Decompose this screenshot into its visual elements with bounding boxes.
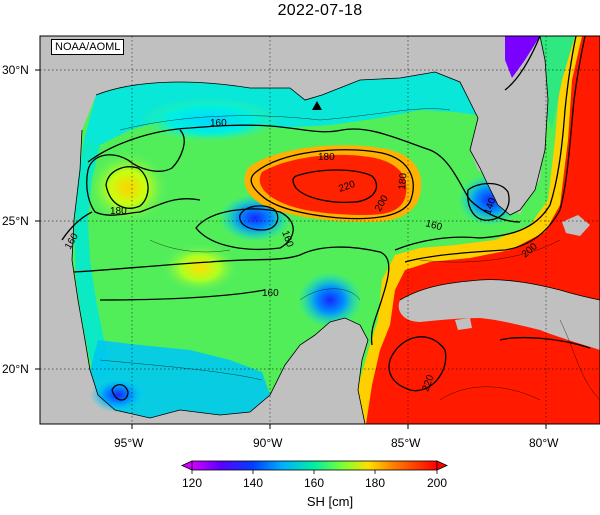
colorbar-tick: 140 <box>243 476 263 490</box>
colorbar-high-arrow <box>436 460 448 471</box>
lat-label: 25°N <box>2 214 29 228</box>
cuba-land <box>398 279 600 350</box>
bahamas-land <box>562 215 590 236</box>
lon-label: 80°W <box>529 436 559 450</box>
map-frame <box>39 35 600 425</box>
colorbar-gradient <box>191 460 438 471</box>
northern-shelf-band <box>84 72 478 145</box>
gulf-islands <box>520 158 533 173</box>
atlantic-purple <box>505 36 540 78</box>
southern-cold-eddy <box>298 272 362 328</box>
lat-label: 30°N <box>2 63 29 77</box>
lon-label: 85°W <box>391 436 421 450</box>
lon-label: 90°W <box>253 436 283 450</box>
colorbar-tick: 160 <box>304 476 324 490</box>
yucatan-land <box>250 318 368 424</box>
station-marker-icon <box>312 101 322 110</box>
tick-marks <box>35 69 547 429</box>
colorbar: 120 140 160 180 200 <box>181 460 448 490</box>
contour-label: 180 <box>110 206 127 217</box>
graticule <box>40 36 600 424</box>
warm-eddy <box>259 154 407 215</box>
isle-of-youth <box>455 318 472 330</box>
minor-contours <box>99 108 600 401</box>
colorbar-tick: 180 <box>365 476 385 490</box>
contour-label: 160 <box>210 118 227 129</box>
contour-label: 160 <box>424 218 443 233</box>
contour-label: 180 <box>397 172 409 190</box>
axis-labels: 30°N 25°N 20°N 95°W 90°W 85°W 80°W <box>2 63 559 450</box>
west-shelf-band <box>74 140 112 380</box>
colorbar-tick: 200 <box>427 476 447 490</box>
coastline <box>71 36 600 424</box>
colorbar-low-arrow <box>181 460 193 471</box>
contour-lines <box>61 36 591 401</box>
northern-cyan-patch <box>140 98 280 142</box>
map-title: 2022-07-18 <box>277 2 363 19</box>
contour-label: 160 <box>262 288 279 299</box>
central-warm-patch <box>162 244 238 292</box>
colorbar-label: SH [cm] <box>306 494 354 509</box>
lon-label: 95°W <box>114 436 144 450</box>
contour-label: 180 <box>318 152 335 163</box>
colorbar-tick: 120 <box>182 476 202 490</box>
credit-label: NOAA/AOML <box>51 39 125 55</box>
lat-label: 20°N <box>2 362 29 376</box>
